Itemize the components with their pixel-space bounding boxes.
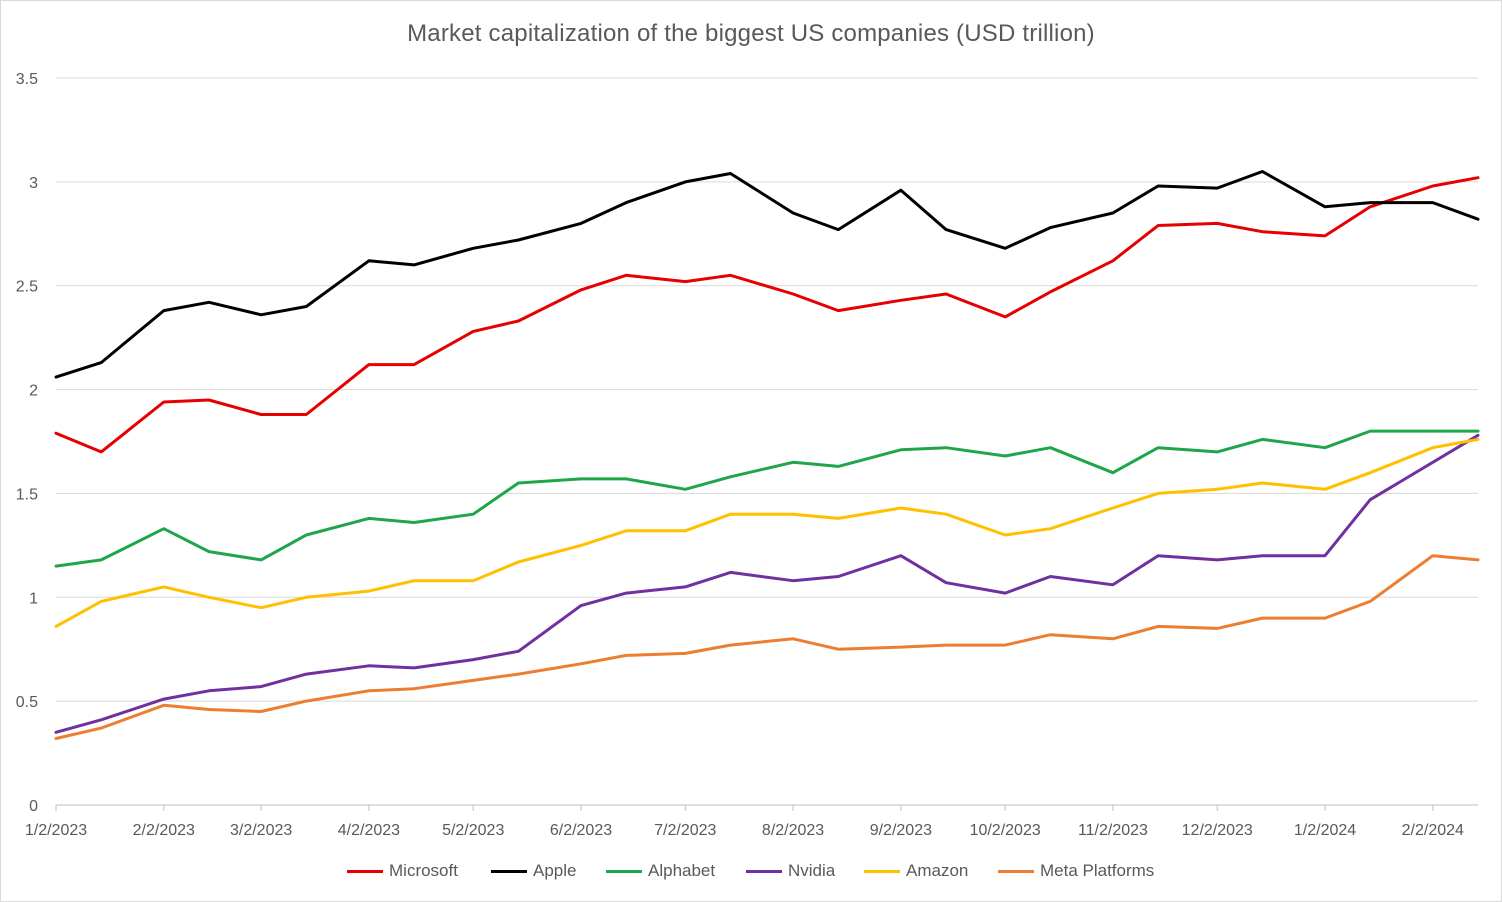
legend-label: Meta Platforms [1040,861,1155,880]
y-tick-label: 3 [29,175,38,192]
x-tick-label: 1/2/2023 [25,822,87,839]
x-tick-label: 7/2/2023 [654,822,716,839]
series-line-meta-platforms [54,554,1480,740]
y-tick-label: 3.5 [16,71,38,88]
x-tick-label: 10/2/2023 [970,822,1041,839]
legend-label: Microsoft [389,861,458,880]
series-line-microsoft [54,176,1480,454]
legend-label: Alphabet [648,861,716,880]
x-tick-label: 8/2/2023 [762,822,824,839]
y-tick-label: 2 [29,383,38,400]
chart-title: Market capitalization of the biggest US … [407,20,1095,47]
legend-swatch [746,869,782,873]
x-tick-label: 4/2/2023 [338,822,400,839]
x-tick-label: 12/2/2023 [1182,822,1253,839]
legend-label: Amazon [906,861,969,880]
series-line-apple [54,170,1480,379]
x-tick-label: 11/2/2023 [1078,822,1148,839]
x-tick-label: 9/2/2023 [870,822,932,839]
legend-label: Apple [533,861,577,880]
legend-swatch [491,869,527,873]
series-lines [54,170,1480,740]
legend-swatch [347,869,383,873]
x-tick-label: 3/2/2023 [230,822,292,839]
x-tick-label: 5/2/2023 [442,822,504,839]
series-line-alphabet [54,429,1480,568]
x-tick-label: 2/2/2023 [133,822,195,839]
legend-label: Nvidia [788,861,836,880]
y-tick-label: 0.5 [16,694,38,711]
y-tick-label: 1 [29,590,38,607]
x-tick-label: 6/2/2023 [550,822,612,839]
x-tick-label: 2/2/2024 [1402,822,1464,839]
gridlines [56,77,1478,702]
x-tick-label: 1/2/2024 [1294,822,1356,839]
legend-swatch [606,869,642,873]
legend-item-amazon: Amazon [864,858,968,884]
legend-item-meta-platforms: Meta Platforms [998,858,1154,884]
legend-swatch [998,869,1034,873]
legend-item-microsoft: Microsoft [347,858,458,884]
axes: 0 0.5 1 1.5 2 2.5 3 3.5 1/2/2023 2/2/2023 3/2/2023… [16,71,1478,839]
legend: Microsoft Apple Alphabet Nvidia Amazon Meta P… [0,858,1502,884]
y-tick-label: 0 [29,798,38,815]
y-tick-label: 1.5 [16,486,38,503]
legend-item-apple: Apple [491,858,576,884]
legend-item-alphabet: Alphabet [606,858,715,884]
series-line-nvidia [54,433,1480,734]
series-line-amazon [54,437,1480,628]
y-tick-label: 2.5 [16,279,38,296]
legend-item-nvidia: Nvidia [746,858,835,884]
legend-swatch [864,869,900,873]
